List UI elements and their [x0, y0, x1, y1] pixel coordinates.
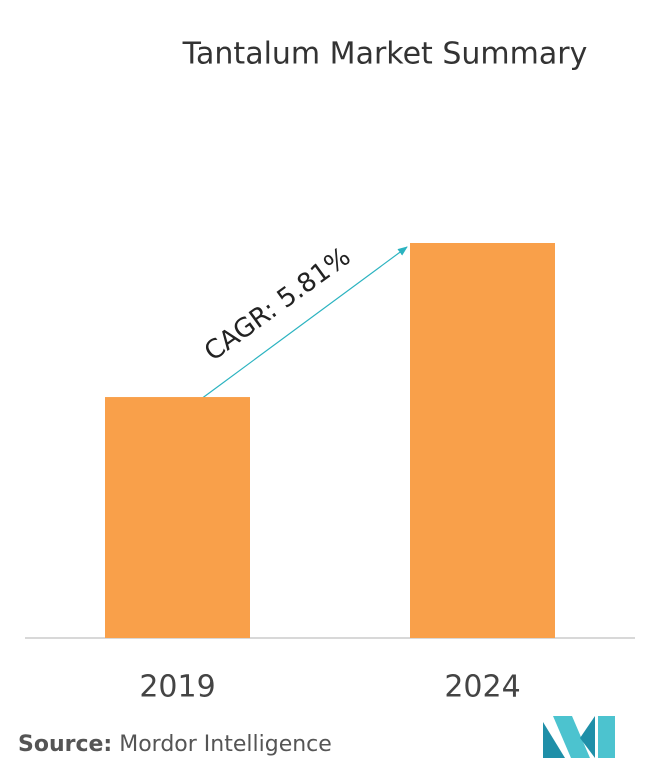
- source: Source: Mordor Intelligence: [18, 732, 332, 757]
- cagr-annotation: CAGR: 5.81%: [199, 242, 356, 368]
- logo: [543, 716, 615, 758]
- x-tick-label: 2024: [444, 670, 520, 705]
- source-name: Mordor Intelligence: [119, 732, 332, 757]
- bar: [105, 397, 250, 638]
- x-tick-label: 2019: [139, 670, 215, 705]
- source-label: Source:: [18, 732, 112, 757]
- cagr-arrow: [196, 246, 408, 403]
- bar: [410, 243, 555, 638]
- chart-title: Tantalum Market Summary: [182, 37, 588, 72]
